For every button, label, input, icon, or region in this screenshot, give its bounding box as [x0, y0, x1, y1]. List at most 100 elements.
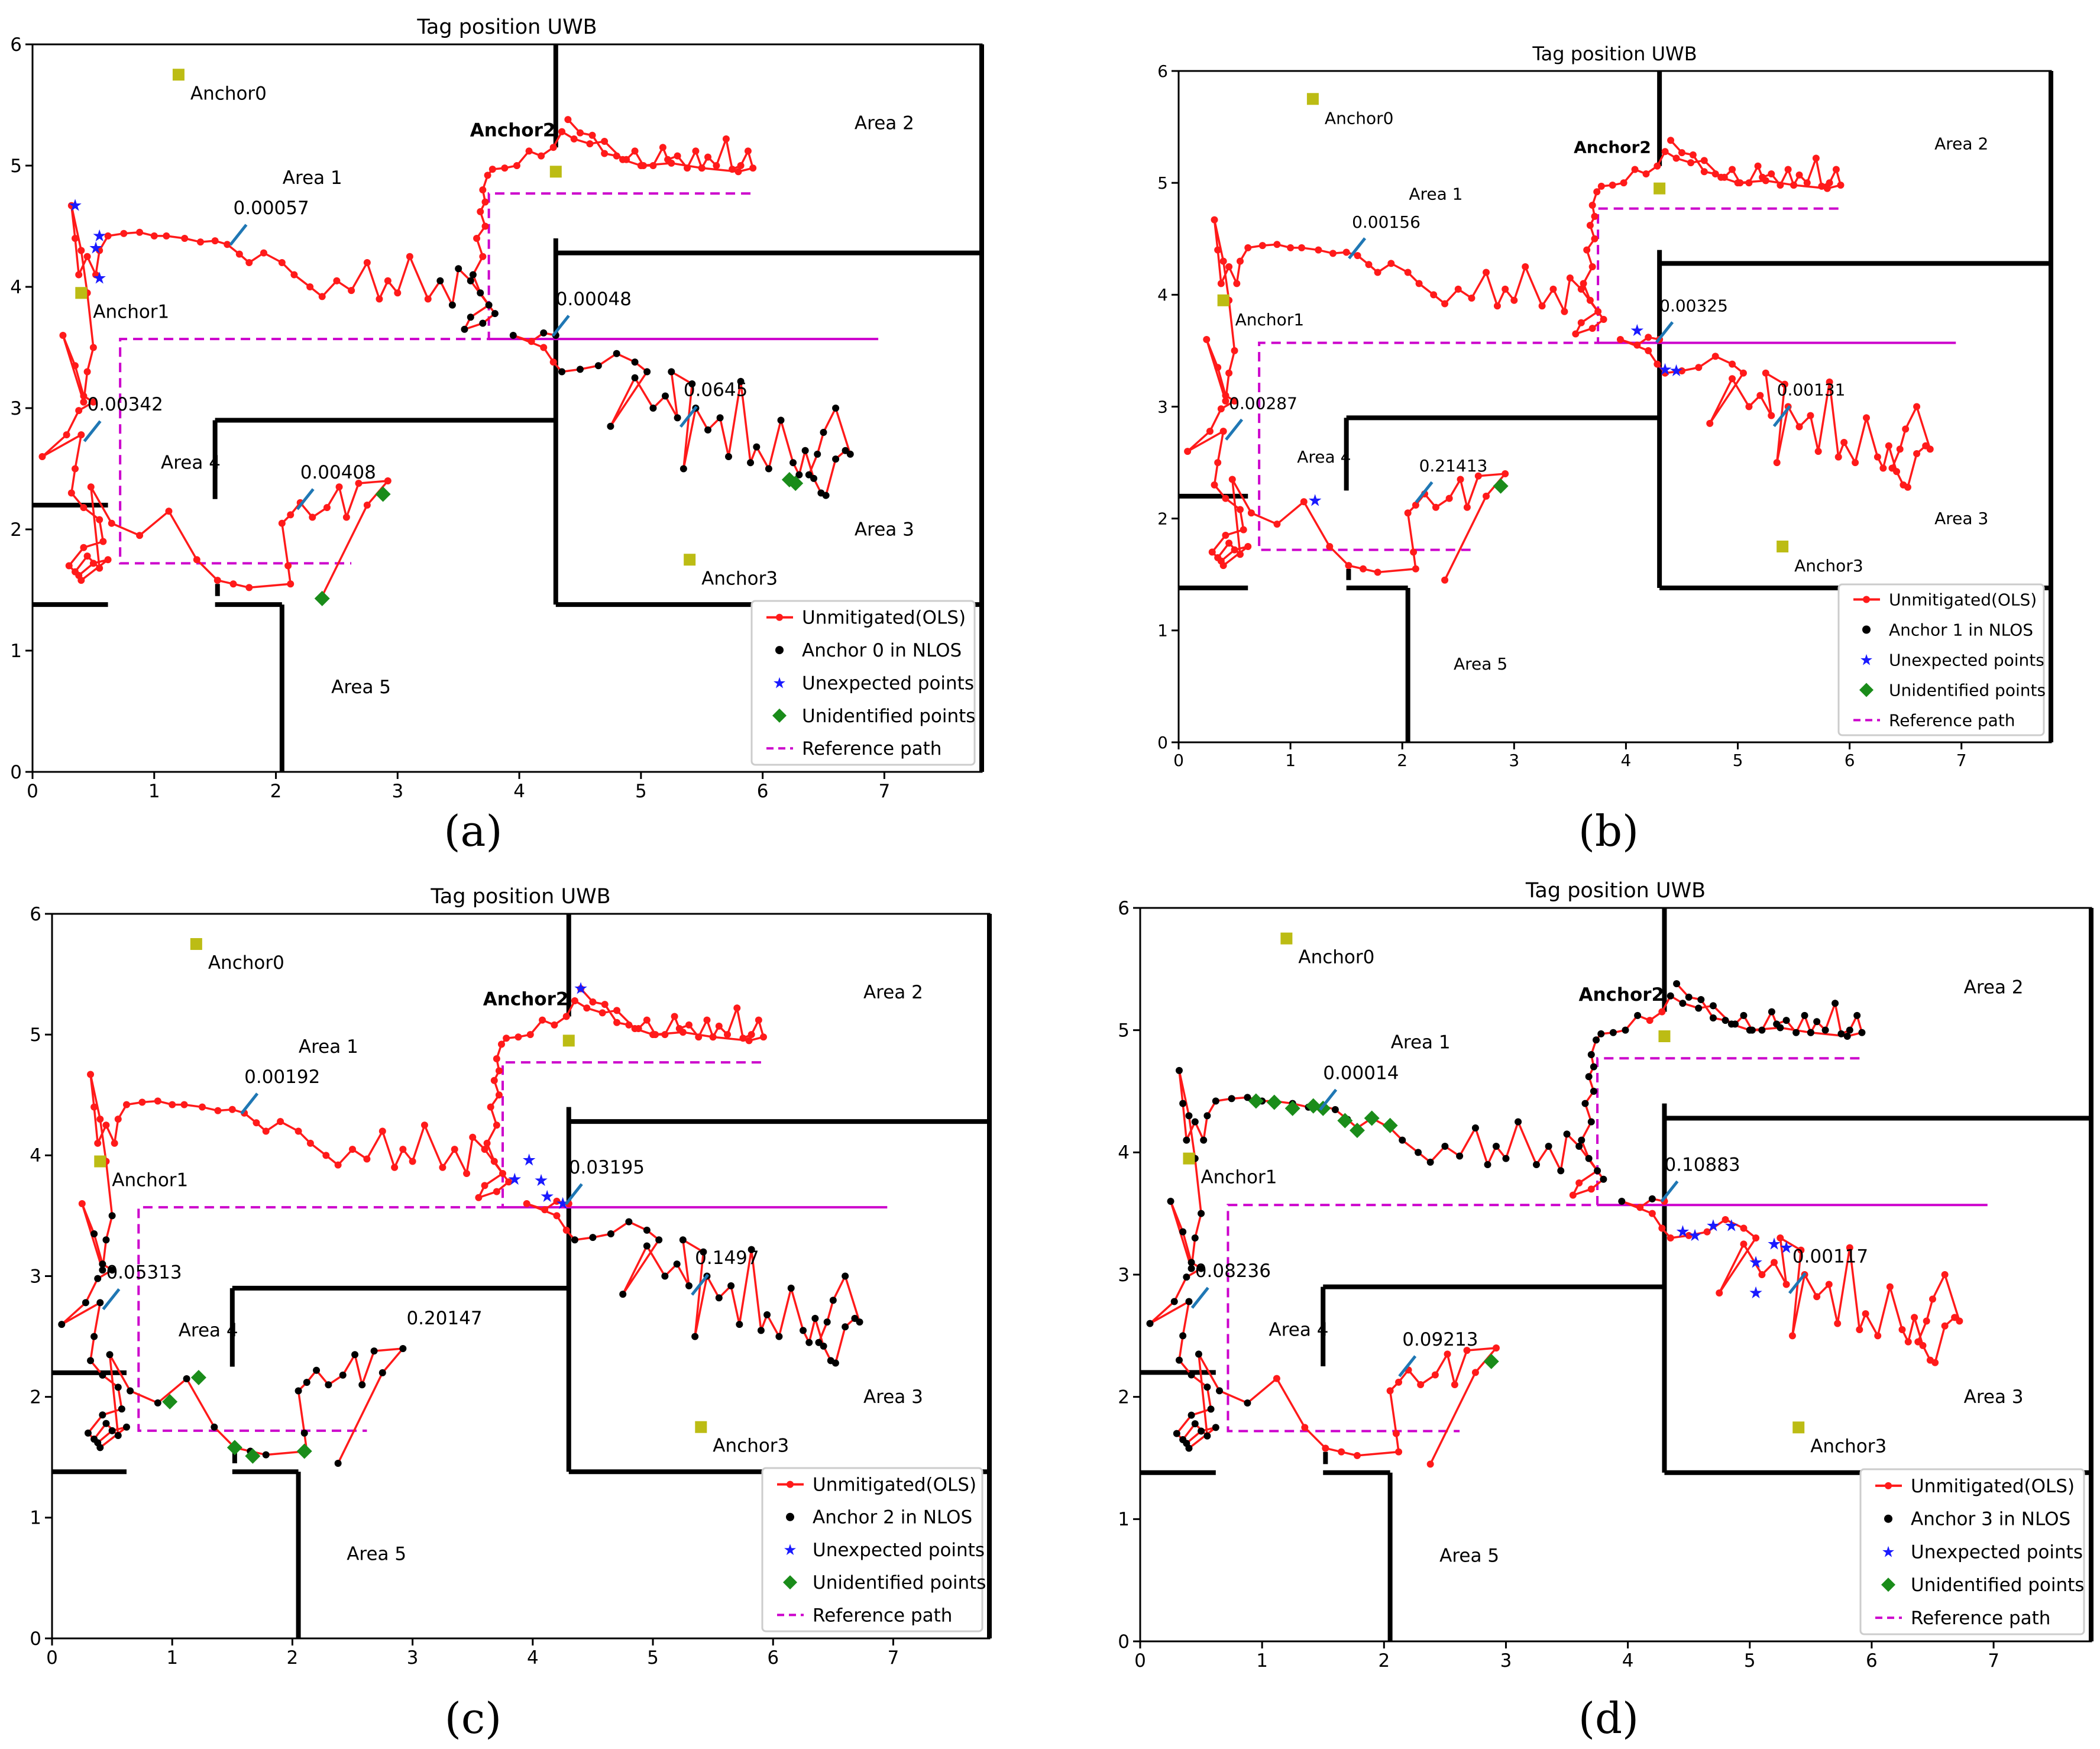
track-point — [108, 1266, 116, 1274]
error-annotation: 0.00014 — [1323, 1062, 1399, 1084]
track-point — [1931, 1359, 1939, 1366]
track-point — [495, 1091, 503, 1099]
track-point — [104, 232, 112, 240]
x-tick-label: 0 — [46, 1647, 58, 1669]
track-point — [1729, 166, 1736, 173]
track-point — [1754, 162, 1762, 170]
track-point — [1588, 325, 1596, 332]
track-point — [399, 1345, 407, 1352]
track-point — [114, 1383, 122, 1391]
track-point — [94, 1139, 102, 1147]
track-point — [1173, 1430, 1180, 1437]
track-point — [1590, 1088, 1597, 1095]
track-point — [775, 1333, 783, 1340]
track-point — [303, 1379, 310, 1386]
anchor-label: Anchor0 — [208, 952, 284, 974]
track-point — [394, 289, 402, 297]
track-point — [747, 459, 755, 467]
track-point — [523, 1200, 530, 1207]
track-point — [1410, 548, 1418, 556]
anchor-marker — [684, 554, 696, 566]
track-point — [63, 431, 70, 439]
track-point — [278, 519, 286, 527]
track-point — [1846, 1244, 1853, 1252]
track-point — [1404, 509, 1412, 517]
track-point — [1222, 532, 1229, 539]
track-point — [1745, 403, 1753, 410]
track-point — [674, 414, 681, 422]
track-point — [114, 1432, 122, 1439]
track-point — [1790, 181, 1798, 189]
track-point — [1338, 1448, 1345, 1456]
track-point — [759, 1033, 767, 1041]
track-point — [1545, 1143, 1552, 1150]
track-point — [77, 247, 85, 254]
track-point — [631, 374, 639, 382]
annotation-arrow — [1655, 321, 1674, 344]
track-point — [481, 1182, 488, 1189]
track-point — [1679, 1000, 1687, 1007]
x-tick-label: 3 — [1500, 1650, 1512, 1672]
track-point — [539, 1016, 546, 1024]
track-point — [1591, 212, 1599, 220]
track-point — [1587, 1185, 1595, 1193]
legend-label: Anchor 0 in NLOS — [802, 640, 962, 661]
track-point — [1231, 546, 1238, 554]
track-point — [674, 152, 681, 160]
track-point — [1399, 1136, 1406, 1144]
track-point — [1678, 367, 1685, 374]
track-point — [558, 368, 566, 376]
x-tick-label: 6 — [1845, 751, 1855, 770]
legend-label: Reference path — [1911, 1608, 2050, 1629]
track-point — [704, 426, 712, 434]
track-point — [1904, 483, 1911, 491]
track-point — [649, 162, 657, 169]
annotation-arrow — [564, 1183, 583, 1205]
track-point — [601, 138, 609, 145]
track-point — [102, 1121, 110, 1129]
track-point — [704, 153, 712, 161]
annotation-arrow — [1319, 1088, 1338, 1111]
track-point — [716, 414, 724, 422]
track-point — [748, 1246, 755, 1253]
error-annotation: 0.00156 — [1352, 212, 1421, 232]
track-point — [822, 492, 830, 499]
anchor-marker — [190, 938, 202, 951]
track-point — [685, 1282, 693, 1289]
legend-label: Anchor 1 in NLOS — [1889, 620, 2033, 639]
track-point — [463, 1169, 471, 1177]
legend-swatch-ols-dot — [1885, 1482, 1892, 1489]
track-point — [1661, 148, 1669, 156]
track-point — [643, 368, 651, 376]
legend-box — [750, 600, 976, 766]
track-point — [736, 1321, 743, 1328]
unidentified-point — [162, 1394, 178, 1409]
track-point — [1813, 1293, 1821, 1301]
track-point — [82, 1299, 89, 1307]
track-point — [700, 1248, 707, 1256]
track-point — [409, 1158, 416, 1165]
track-point — [659, 144, 666, 151]
track-point — [1183, 1136, 1190, 1144]
track-point — [334, 1161, 342, 1169]
unexpected-point: ★ — [1669, 361, 1684, 380]
track-point — [1797, 1246, 1805, 1254]
y-tick-label: 0 — [1118, 1631, 1130, 1653]
track-point — [295, 1127, 302, 1135]
track-point — [1222, 392, 1229, 399]
x-tick-label: 0 — [27, 781, 38, 802]
track-point — [1703, 1228, 1711, 1236]
legend-swatch-nlos — [1884, 1514, 1892, 1523]
unexpected-point: ★ — [67, 196, 82, 215]
legend-swatch-unidentified — [1859, 683, 1874, 697]
error-annotation: 0.00342 — [88, 394, 163, 415]
track-point — [528, 338, 535, 345]
track-point — [1856, 1326, 1863, 1333]
track-point — [1179, 1100, 1187, 1107]
track-point — [588, 131, 596, 139]
track-point — [1244, 1399, 1251, 1407]
track-point — [399, 1146, 407, 1153]
track-point — [1758, 1026, 1766, 1034]
track-point — [1588, 263, 1596, 271]
track-point — [1709, 1014, 1717, 1021]
